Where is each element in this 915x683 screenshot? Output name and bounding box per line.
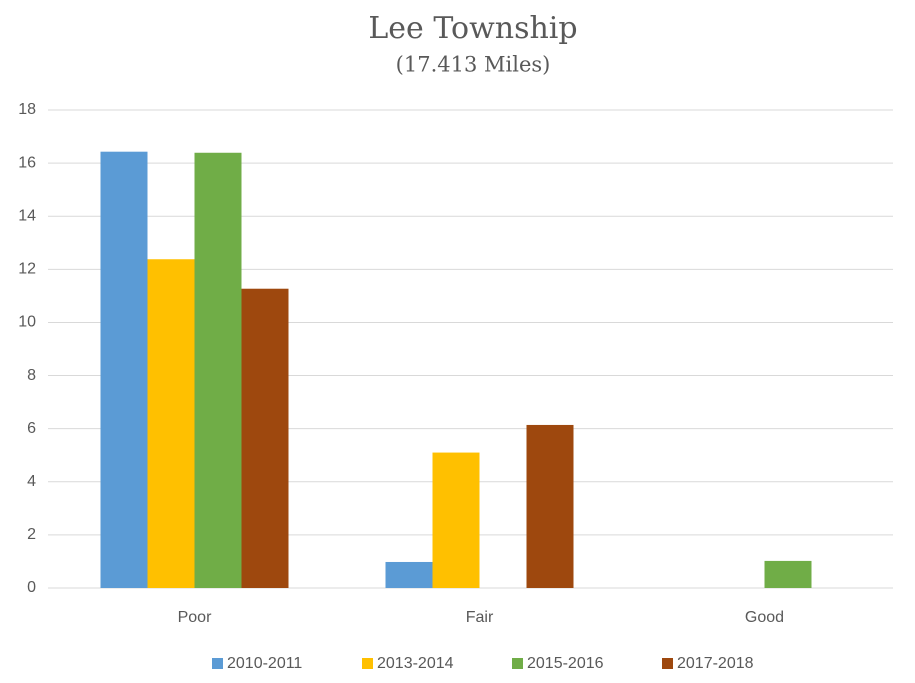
y-tick-label: 14 [18, 207, 36, 224]
legend-swatch [662, 658, 673, 669]
legend-label: 2013-2014 [377, 655, 454, 672]
y-tick-label: 16 [18, 154, 36, 171]
legend-label: 2015-2016 [527, 655, 604, 672]
bar [194, 152, 242, 588]
chart-subtitle: (17.413 Miles) [396, 53, 551, 77]
legend-swatch [212, 658, 223, 669]
chart-title: Lee Township [368, 11, 577, 46]
y-tick-label: 8 [27, 367, 36, 384]
bar [432, 452, 480, 588]
legend-swatch [512, 658, 523, 669]
y-tick-label: 10 [18, 314, 36, 331]
bar [147, 259, 195, 588]
y-tick-label: 12 [18, 261, 36, 278]
y-tick-label: 4 [27, 473, 36, 490]
bar [385, 561, 433, 588]
bar [100, 151, 148, 589]
y-tick-label: 2 [27, 526, 36, 543]
y-tick-label: 6 [27, 420, 36, 437]
legend-label: 2017-2018 [677, 655, 754, 672]
legend-label: 2010-2011 [227, 655, 302, 672]
bar [241, 288, 289, 588]
x-tick-label: Fair [466, 609, 494, 626]
bar [526, 424, 574, 588]
y-tick-label: 18 [18, 101, 36, 118]
legend-swatch [362, 658, 373, 669]
x-tick-label: Good [745, 609, 784, 626]
y-tick-label: 0 [27, 579, 36, 596]
x-tick-label: Poor [178, 609, 212, 626]
bar [764, 560, 812, 588]
